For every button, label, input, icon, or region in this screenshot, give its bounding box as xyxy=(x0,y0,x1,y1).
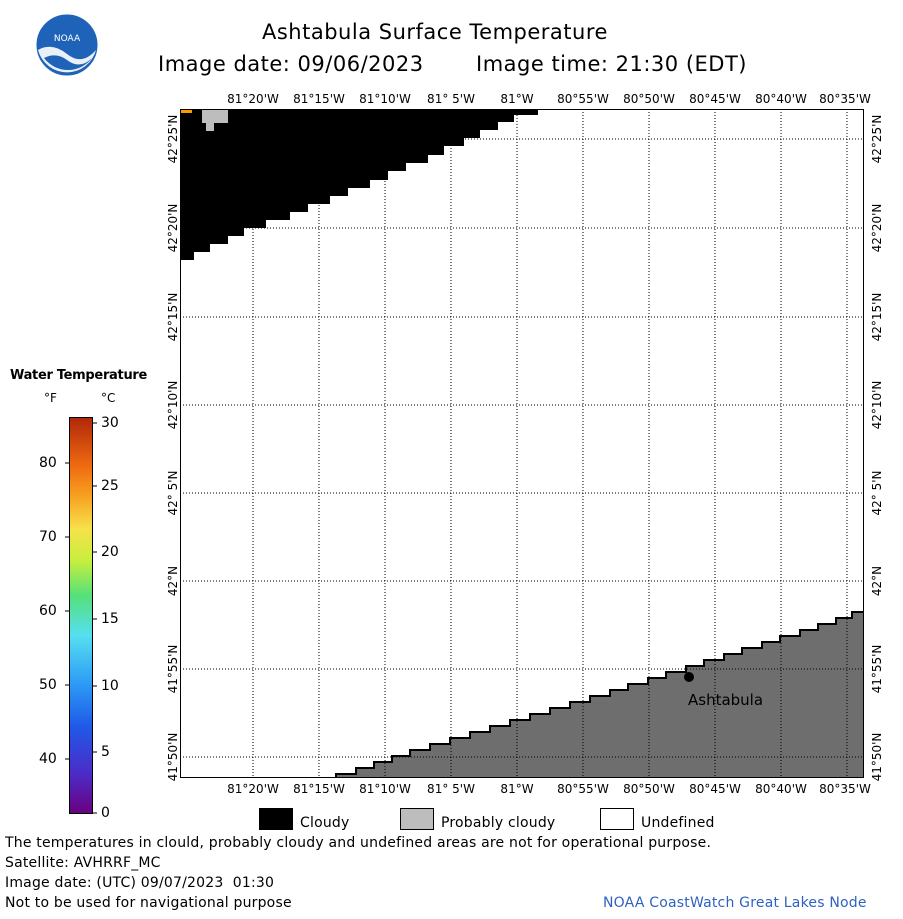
probably-cloudy-swatch xyxy=(400,808,434,830)
nav-note-text: Not to be used for navigational purpose xyxy=(5,895,292,911)
cloudy-label: Cloudy xyxy=(300,815,350,831)
lon-label: 80°45'W xyxy=(689,92,741,106)
satellite-text: Satellite: AVHRRF_MC xyxy=(5,855,161,871)
lat-label: 42°10'N xyxy=(166,380,180,430)
credit-text: NOAA CoastWatch Great Lakes Node xyxy=(603,895,867,911)
f-tick: 50 xyxy=(39,677,57,693)
lon-label: 81°15'W xyxy=(293,782,345,796)
cloudy-swatch xyxy=(259,808,293,830)
c-tick: 20 xyxy=(101,544,119,560)
lon-label: 81°20'W xyxy=(227,782,279,796)
city-label: Ashtabula xyxy=(688,691,764,709)
c-tick: 10 xyxy=(101,678,119,694)
lon-label: 80°50'W xyxy=(623,92,675,106)
lat-label: 41°50'N xyxy=(870,732,884,782)
c-tick: 25 xyxy=(101,478,119,494)
undefined-swatch xyxy=(600,808,634,830)
f-tick: 70 xyxy=(39,529,57,545)
lat-label: 42°15'N xyxy=(870,292,884,342)
lat-label: 41°50'N xyxy=(166,732,180,782)
lon-label: 80°50'W xyxy=(623,782,675,796)
warm-pixel xyxy=(180,109,192,113)
lon-label: 81°10'W xyxy=(359,782,411,796)
lon-label: 80°45'W xyxy=(689,782,741,796)
graticule xyxy=(180,109,864,778)
c-tick: 5 xyxy=(101,744,110,760)
scale-ticks xyxy=(65,422,97,814)
noaa-logo: NOAA xyxy=(36,14,98,76)
legend-unit-c: °C xyxy=(101,391,116,405)
cloudy-region xyxy=(180,109,538,260)
legend-unit-f: °F xyxy=(44,391,57,405)
lon-label: 81°W xyxy=(500,782,534,796)
image-date: Image date: 09/06/2023 xyxy=(158,52,424,76)
lon-label: 81°W xyxy=(500,92,534,106)
c-tick: 15 xyxy=(101,611,119,627)
lon-label: 81° 5'W xyxy=(427,92,475,106)
lat-label: 42°15'N xyxy=(166,292,180,342)
utc-date-text: Image date: (UTC) 09/07/2023 01:30 xyxy=(5,875,275,891)
lat-label: 42°10'N xyxy=(870,380,884,430)
lon-label: 81°20'W xyxy=(227,92,279,106)
lat-label: 42°25'N xyxy=(870,114,884,164)
lat-label: 41°55'N xyxy=(166,644,180,694)
lat-label: 42°N xyxy=(870,565,884,597)
map-panel xyxy=(180,109,864,778)
f-tick: 40 xyxy=(39,751,57,767)
probably-cloudy-label: Probably cloudy xyxy=(441,815,556,831)
lon-label: 80°40'W xyxy=(755,92,807,106)
lon-label: 81°15'W xyxy=(293,92,345,106)
land-region xyxy=(336,612,864,778)
lon-label: 81° 5'W xyxy=(427,782,475,796)
map-svg xyxy=(180,109,864,778)
lon-label: 80°55'W xyxy=(557,782,609,796)
lat-label: 42°25'N xyxy=(166,114,180,164)
lat-label: 41°55'N xyxy=(870,644,884,694)
lon-label: 80°40'W xyxy=(755,782,807,796)
legend-title: Water Temperature xyxy=(10,368,148,383)
c-tick: 30 xyxy=(101,415,119,431)
undefined-label: Undefined xyxy=(641,815,715,831)
f-tick: 60 xyxy=(39,603,57,619)
logo-text: NOAA xyxy=(54,34,81,44)
color-scale-bar xyxy=(69,417,93,814)
page-title: Ashtabula Surface Temperature xyxy=(262,20,608,44)
lon-label: 80°35'W xyxy=(819,92,871,106)
probably-cloudy-patch xyxy=(202,109,228,123)
lat-label: 42°20'N xyxy=(166,203,180,253)
lat-label: 42° 5'N xyxy=(166,470,180,516)
lat-label: 42°20'N xyxy=(870,203,884,253)
disclaimer-text: The temperatures in clould, probably clo… xyxy=(5,835,712,851)
lon-label: 81°10'W xyxy=(359,92,411,106)
lat-label: 42° 5'N xyxy=(870,470,884,516)
lat-label: 42°N xyxy=(166,565,180,597)
lon-label: 80°55'W xyxy=(557,92,609,106)
c-tick: 0 xyxy=(101,805,110,821)
lon-label: 80°35'W xyxy=(819,782,871,796)
image-time: Image time: 21:30 (EDT) xyxy=(476,52,747,76)
f-tick: 80 xyxy=(39,455,57,471)
city-marker xyxy=(684,672,694,682)
